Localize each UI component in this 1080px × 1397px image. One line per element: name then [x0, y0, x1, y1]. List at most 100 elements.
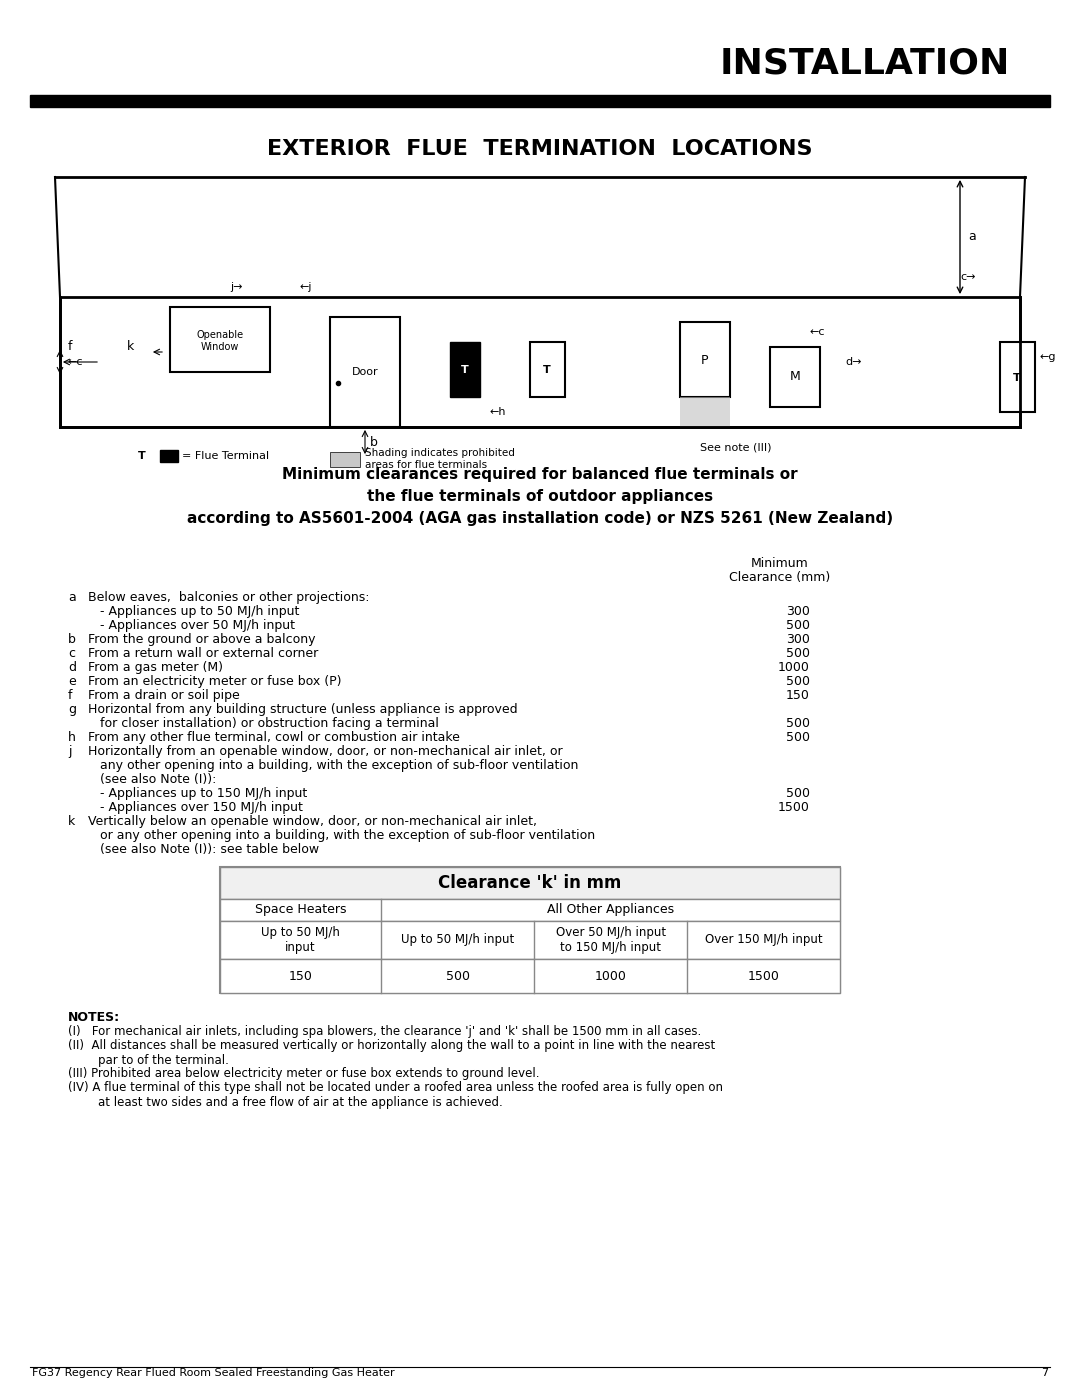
Text: 150: 150	[288, 970, 312, 982]
Bar	[770, 346, 820, 407]
Text: f: f	[68, 689, 72, 703]
Text: Up to 50 MJ/h
input: Up to 50 MJ/h input	[261, 926, 340, 954]
Text: any other opening into a building, with the exception of sub-floor ventilation: any other opening into a building, with …	[87, 759, 579, 773]
Text: (III) Prohibited area below electricity meter or fuse box extends to ground leve: (III) Prohibited area below electricity …	[68, 1067, 540, 1080]
Text: P: P	[701, 353, 708, 366]
Text: 500: 500	[786, 647, 810, 659]
Text: - Appliances up to 150 MJ/h input: - Appliances up to 150 MJ/h input	[87, 787, 307, 800]
Text: c: c	[68, 647, 75, 659]
Text: 500: 500	[786, 619, 810, 631]
Text: T: T	[461, 365, 469, 374]
Text: FG37 Regency Rear Flued Room Sealed Freestanding Gas Heater: FG37 Regency Rear Flued Room Sealed Free…	[32, 1368, 394, 1377]
Text: h: h	[68, 731, 76, 745]
Text: b: b	[370, 436, 378, 448]
Bar	[220, 900, 840, 921]
Text: Horizontally from an openable window, door, or non-mechanical air inlet, or: Horizontally from an openable window, do…	[87, 745, 563, 759]
Text: (see also Note (I)):: (see also Note (I)):	[87, 773, 216, 787]
Text: All Other Appliances: All Other Appliances	[548, 904, 674, 916]
Text: g: g	[68, 703, 76, 717]
Bar	[680, 321, 730, 397]
Text: From a return wall or external corner: From a return wall or external corner	[87, 647, 319, 659]
Text: 500: 500	[786, 787, 810, 800]
Text: 500: 500	[786, 675, 810, 687]
Text: Over 150 MJ/h input: Over 150 MJ/h input	[705, 933, 822, 947]
Text: EXTERIOR  FLUE  TERMINATION  LOCATIONS: EXTERIOR FLUE TERMINATION LOCATIONS	[267, 138, 813, 159]
Text: 500: 500	[786, 717, 810, 731]
Text: a: a	[968, 231, 975, 243]
Text: T: T	[1013, 373, 1021, 383]
Bar	[330, 317, 400, 427]
Text: NOTES:: NOTES:	[68, 1011, 120, 1024]
Text: or any other opening into a building, with the exception of sub-floor ventilatio: or any other opening into a building, wi…	[87, 828, 595, 842]
Text: (see also Note (I)): see table below: (see also Note (I)): see table below	[87, 842, 319, 856]
Text: Space Heaters: Space Heaters	[255, 904, 347, 916]
Text: d: d	[68, 661, 76, 673]
Text: ←h: ←h	[490, 407, 507, 416]
Text: k: k	[68, 814, 76, 828]
Text: 300: 300	[786, 633, 810, 645]
Text: ←g: ←g	[1040, 352, 1056, 362]
Bar	[220, 958, 840, 993]
Text: f: f	[68, 341, 72, 353]
Text: T: T	[543, 365, 551, 374]
Text: Clearance 'k' in mm: Clearance 'k' in mm	[438, 875, 622, 893]
Text: ←c: ←c	[810, 327, 825, 337]
Text: c→: c→	[960, 272, 975, 282]
Text: Window: Window	[201, 342, 239, 352]
Text: M: M	[789, 370, 800, 384]
Text: From any other flue terminal, cowl or combustion air intake: From any other flue terminal, cowl or co…	[87, 731, 460, 745]
Bar	[220, 921, 840, 958]
Text: Vertically below an openable window, door, or non-mechanical air inlet,: Vertically below an openable window, doo…	[87, 814, 537, 828]
Text: From a drain or soil pipe: From a drain or soil pipe	[87, 689, 240, 703]
Text: ←j: ←j	[300, 282, 312, 292]
Text: 500: 500	[446, 970, 470, 982]
Text: (I)   For mechanical air inlets, including spa blowers, the clearance 'j' and 'k: (I) For mechanical air inlets, including…	[68, 1025, 701, 1038]
Text: From an electricity meter or fuse box (P): From an electricity meter or fuse box (P…	[87, 675, 341, 687]
Text: (II)  All distances shall be measured vertically or horizontally along the wall : (II) All distances shall be measured ver…	[68, 1039, 715, 1067]
Text: ←c: ←c	[68, 358, 83, 367]
Bar	[220, 868, 840, 993]
Text: - Appliances over 150 MJ/h input: - Appliances over 150 MJ/h input	[87, 800, 302, 814]
Text: Horizontal from any building structure (unless appliance is approved: Horizontal from any building structure (…	[87, 703, 517, 717]
Text: k: k	[126, 341, 134, 353]
Text: Below eaves,  balconies or other projections:: Below eaves, balconies or other projecti…	[87, 591, 369, 604]
Text: Minimum clearances required for balanced flue terminals or
the flue terminals of: Minimum clearances required for balanced…	[187, 467, 893, 527]
Text: INSTALLATION: INSTALLATION	[719, 47, 1010, 81]
Text: Clearance (mm): Clearance (mm)	[729, 571, 831, 584]
Text: 300: 300	[786, 605, 810, 617]
Text: Openable: Openable	[197, 330, 244, 339]
Bar	[60, 298, 1020, 427]
Bar	[530, 342, 565, 397]
Text: j: j	[68, 745, 71, 759]
Text: d→: d→	[845, 358, 862, 367]
Bar	[30, 95, 1050, 108]
Text: From the ground or above a balcony: From the ground or above a balcony	[87, 633, 315, 645]
Text: e: e	[68, 675, 76, 687]
Text: - Appliances up to 50 MJ/h input: - Appliances up to 50 MJ/h input	[87, 605, 299, 617]
Bar	[170, 307, 270, 372]
Text: 1000: 1000	[595, 970, 626, 982]
Bar	[160, 450, 178, 462]
Bar	[680, 397, 730, 427]
Text: - Appliances over 50 MJ/h input: - Appliances over 50 MJ/h input	[87, 619, 295, 631]
Text: j→: j→	[230, 282, 243, 292]
Text: a: a	[68, 591, 76, 604]
Text: T: T	[138, 451, 146, 461]
Text: Over 50 MJ/h input
to 150 MJ/h input: Over 50 MJ/h input to 150 MJ/h input	[555, 926, 665, 954]
Bar	[330, 453, 360, 467]
Text: b: b	[68, 633, 76, 645]
Text: 1500: 1500	[747, 970, 780, 982]
Bar	[1000, 342, 1035, 412]
Bar	[450, 342, 480, 397]
Text: = Flue Terminal: = Flue Terminal	[183, 451, 269, 461]
Text: From a gas meter (M): From a gas meter (M)	[87, 661, 222, 673]
Text: for closer installation) or obstruction facing a terminal: for closer installation) or obstruction …	[87, 717, 438, 731]
Text: Minimum: Minimum	[751, 557, 809, 570]
Text: Up to 50 MJ/h input: Up to 50 MJ/h input	[401, 933, 514, 947]
Text: See note (III): See note (III)	[700, 441, 771, 453]
Text: 7: 7	[1041, 1368, 1048, 1377]
Text: 500: 500	[786, 731, 810, 745]
Text: 1000: 1000	[778, 661, 810, 673]
Bar	[220, 868, 840, 900]
Text: 1500: 1500	[778, 800, 810, 814]
